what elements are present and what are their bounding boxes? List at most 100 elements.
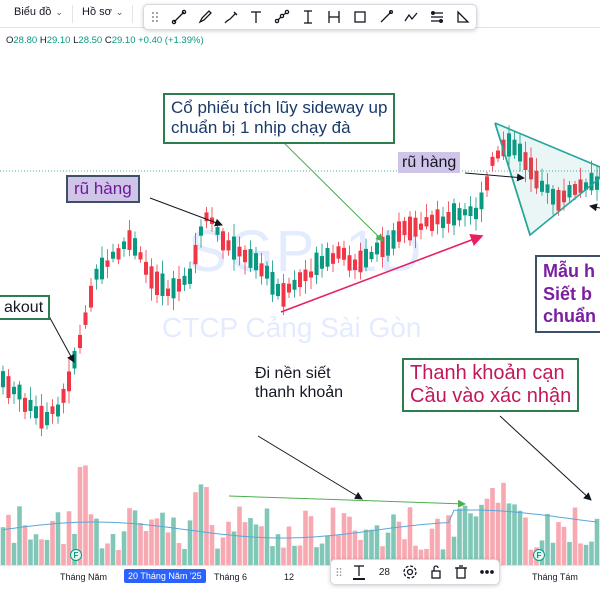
volume-bar bbox=[363, 529, 369, 565]
volume-bar bbox=[572, 507, 578, 565]
dividend-event-icon[interactable]: F bbox=[533, 549, 545, 561]
candle-body bbox=[430, 214, 434, 231]
ohlc-legend: O28.80 H29.10 L28.50 C29.10 +0.40 (+1.39… bbox=[6, 35, 204, 46]
shakeout-right-text: rũ hàng bbox=[402, 154, 457, 171]
volume-bar bbox=[253, 524, 259, 565]
time-axis[interactable]: Tháng Năm 20 Tháng Năm '25 Tháng 6 12 Th… bbox=[0, 565, 600, 600]
shakeout-left-note[interactable]: rũ hàng bbox=[66, 175, 140, 204]
volume-bar bbox=[28, 539, 33, 565]
toolbar-divider bbox=[132, 5, 133, 23]
delete-button[interactable] bbox=[450, 561, 474, 583]
text-color-button[interactable] bbox=[347, 561, 371, 583]
annotation-line: Thanh khoản cạn bbox=[410, 362, 565, 384]
time-label: Tháng Năm bbox=[60, 572, 108, 582]
path-icon bbox=[274, 9, 290, 24]
candle-body bbox=[529, 157, 533, 180]
chart-menu-button[interactable]: Biểu đồ ⌄ bbox=[14, 6, 63, 18]
volume-bar bbox=[314, 547, 319, 565]
parallel-tool[interactable] bbox=[321, 6, 347, 28]
candle-body bbox=[479, 192, 484, 210]
candle-body bbox=[259, 263, 264, 277]
sideway-note[interactable]: Cổ phiếu tích lũy sideway up chuẩn bị 1 n… bbox=[163, 93, 396, 144]
volume-bar bbox=[248, 518, 253, 565]
time-label: 12 bbox=[284, 572, 295, 582]
liquidity-note[interactable]: Thanh khoản cạn Cầu vào xác nhận bbox=[402, 358, 580, 412]
volume-bar bbox=[160, 512, 165, 565]
lock-button[interactable] bbox=[424, 561, 448, 583]
font-size-select[interactable]: 28 bbox=[378, 566, 390, 578]
volume-bar bbox=[88, 514, 94, 565]
candle-body bbox=[375, 242, 379, 255]
volume-bar bbox=[204, 487, 209, 565]
candle-body bbox=[320, 256, 324, 269]
path-tool[interactable] bbox=[269, 6, 295, 28]
text-tool[interactable] bbox=[243, 6, 269, 28]
candle-body bbox=[457, 208, 462, 221]
volume-bar bbox=[187, 520, 193, 565]
candle-body bbox=[485, 176, 489, 191]
volume-bar bbox=[176, 543, 182, 565]
line-tool[interactable] bbox=[373, 6, 399, 28]
candle-body bbox=[452, 203, 456, 226]
candle-body bbox=[595, 176, 599, 190]
time-label: Tháng 6 bbox=[214, 572, 248, 582]
price-volume-plot bbox=[0, 122, 600, 565]
fib-tool[interactable] bbox=[424, 6, 450, 28]
candle-body bbox=[226, 240, 231, 251]
candle-body bbox=[386, 235, 390, 256]
candle-body bbox=[133, 238, 137, 256]
volume-bar bbox=[451, 536, 457, 565]
volume-bar bbox=[215, 548, 220, 565]
range-tool[interactable] bbox=[295, 6, 321, 28]
candle-body bbox=[193, 244, 198, 265]
polyline-tool[interactable] bbox=[399, 6, 425, 28]
volume-bar bbox=[413, 545, 418, 565]
gear-icon bbox=[403, 565, 417, 579]
polyline-icon bbox=[404, 12, 418, 22]
highlighter-tool[interactable] bbox=[218, 6, 244, 28]
volume-bar bbox=[336, 535, 341, 565]
candle-body bbox=[584, 182, 588, 190]
settings-button[interactable] bbox=[398, 561, 422, 583]
volume-bar bbox=[275, 534, 281, 565]
volume-bar bbox=[468, 513, 473, 565]
chart-pane[interactable]: SGP, 1D CTCP Cảng Sài Gòn Cổ phiếu tích … bbox=[0, 50, 600, 565]
trend-line-tool[interactable] bbox=[166, 6, 192, 28]
volume-bar bbox=[396, 521, 402, 565]
candle-body bbox=[127, 230, 132, 250]
base-note[interactable]: Đi nền siết thanh khoản bbox=[251, 364, 347, 402]
profile-menu-button[interactable]: Hồ sơ ⌄ bbox=[82, 6, 123, 18]
candle-body bbox=[232, 236, 236, 260]
volume-bar bbox=[556, 522, 561, 565]
volume-bar bbox=[116, 549, 121, 565]
dividend-event-icon[interactable]: F bbox=[70, 549, 82, 561]
volume-bar bbox=[11, 542, 17, 565]
triangle-tool[interactable] bbox=[450, 6, 476, 28]
candle-body bbox=[138, 252, 143, 260]
volume-bar bbox=[154, 518, 160, 565]
candle-body bbox=[413, 217, 418, 237]
candle-body bbox=[446, 211, 451, 224]
drag-handle-icon[interactable] bbox=[335, 565, 343, 579]
drag-handle-icon[interactable] bbox=[150, 10, 160, 24]
more-button[interactable] bbox=[475, 561, 499, 583]
volume-bar bbox=[61, 544, 66, 565]
pattern-note[interactable]: Mẫu h Siết b chuẩn bbox=[535, 255, 600, 333]
high-label: H bbox=[39, 35, 47, 46]
shakeout-right-note[interactable]: rũ hàng bbox=[398, 152, 461, 174]
brush-tool[interactable] bbox=[192, 6, 218, 28]
volume-bar bbox=[99, 548, 105, 565]
candle-body bbox=[534, 170, 539, 189]
volume-bar bbox=[308, 516, 314, 565]
volume-bar bbox=[490, 488, 495, 565]
candle-body bbox=[204, 212, 209, 222]
volume-bar bbox=[330, 507, 336, 565]
close-value: 29.10 bbox=[111, 35, 136, 46]
candle-body bbox=[292, 279, 297, 290]
volume-bar bbox=[578, 543, 583, 565]
volume-bar bbox=[446, 515, 451, 565]
rectangle-tool[interactable] bbox=[347, 6, 373, 28]
breakout-note[interactable]: akout bbox=[0, 295, 51, 321]
volume-bar bbox=[462, 505, 468, 565]
candle-body bbox=[166, 288, 170, 296]
